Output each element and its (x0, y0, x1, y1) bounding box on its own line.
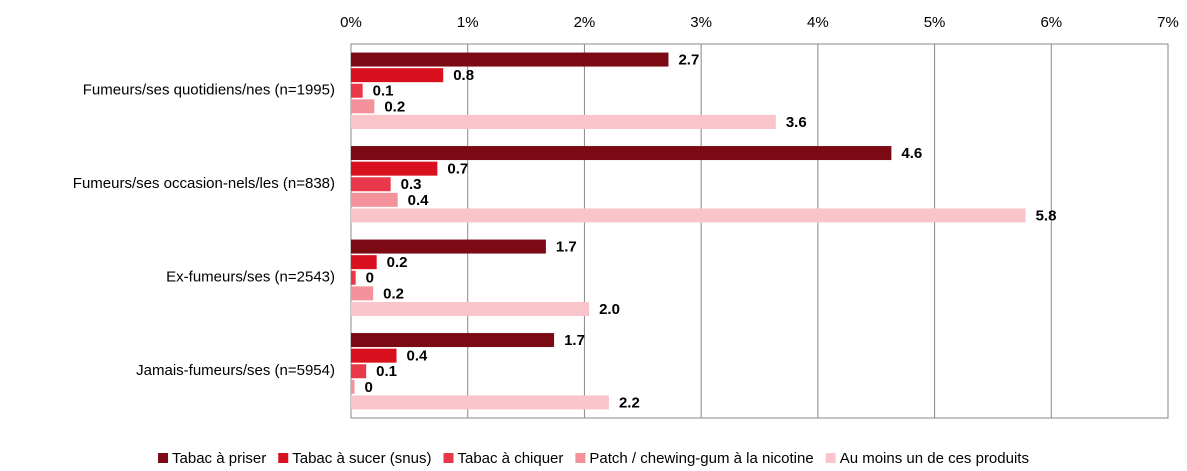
legend-label: Tabac à chiquer (457, 450, 563, 467)
bar (351, 52, 669, 67)
bar (351, 348, 397, 363)
legend-swatch (825, 453, 836, 463)
value-label: 0.2 (383, 285, 404, 302)
x-tick-label: 2% (574, 14, 596, 31)
bar (351, 146, 892, 161)
x-tick-label: 4% (807, 14, 829, 31)
value-label: 1.7 (564, 332, 585, 349)
bar (351, 255, 377, 270)
x-tick-label: 1% (457, 14, 479, 31)
value-label: 2.0 (599, 301, 620, 318)
value-label: 0.2 (387, 254, 408, 271)
value-label: 0.1 (376, 363, 397, 380)
x-tick-label: 6% (1040, 14, 1062, 31)
bar (351, 83, 363, 98)
value-label: 3.6 (786, 114, 807, 131)
bar (351, 192, 398, 207)
bar (351, 208, 1026, 223)
x-tick-label: 5% (924, 14, 946, 31)
bar (351, 286, 374, 301)
x-tick-label: 7% (1157, 14, 1179, 31)
bar (351, 177, 391, 192)
value-label: 2.7 (678, 52, 699, 69)
value-label: 4.6 (901, 145, 922, 162)
value-label: 0.4 (407, 348, 429, 365)
bar (351, 395, 609, 410)
bar (351, 364, 367, 379)
value-label: 0.3 (401, 176, 422, 193)
bar (351, 270, 356, 285)
plot-border (350, 43, 1169, 419)
bar (351, 333, 555, 348)
legend-swatch (278, 453, 289, 463)
legend-swatch (443, 453, 454, 463)
legend-label: Au moins un de ces produits (840, 450, 1029, 467)
value-label: 1.7 (556, 239, 577, 256)
bar (351, 68, 444, 83)
value-label: 0.4 (408, 192, 430, 209)
value-label: 0 (365, 379, 373, 396)
x-tick-label: 0% (340, 14, 362, 31)
value-label: 0 (366, 270, 374, 287)
value-label: 0.7 (447, 161, 468, 178)
value-label: 2.2 (619, 394, 640, 411)
value-label: 0.2 (384, 98, 405, 115)
legend-swatch (158, 453, 169, 463)
category-label: Fumeurs/ses quotidiens/nes (n=1995) (83, 82, 335, 99)
bar (351, 99, 375, 114)
legend-label: Tabac à priser (172, 450, 266, 467)
value-label: 0.1 (373, 83, 394, 100)
category-label: Jamais-fumeurs/ses (n=5954) (136, 362, 335, 379)
bar (351, 379, 355, 394)
bar (351, 239, 546, 254)
value-label: 0.8 (453, 67, 474, 84)
bar (351, 114, 776, 129)
category-label: Ex-fumeurs/ses (n=2543) (166, 269, 335, 286)
bar (351, 301, 590, 316)
legend-label: Tabac à sucer (snus) (292, 450, 431, 467)
bar (351, 161, 438, 176)
value-label: 5.8 (1036, 207, 1057, 224)
x-tick-label: 3% (690, 14, 712, 31)
legend-swatch (575, 453, 586, 463)
category-label: Fumeurs/ses occasion-nels/les (n=838) (73, 175, 335, 192)
legend-label: Patch / chewing-gum à la nicotine (589, 450, 813, 467)
